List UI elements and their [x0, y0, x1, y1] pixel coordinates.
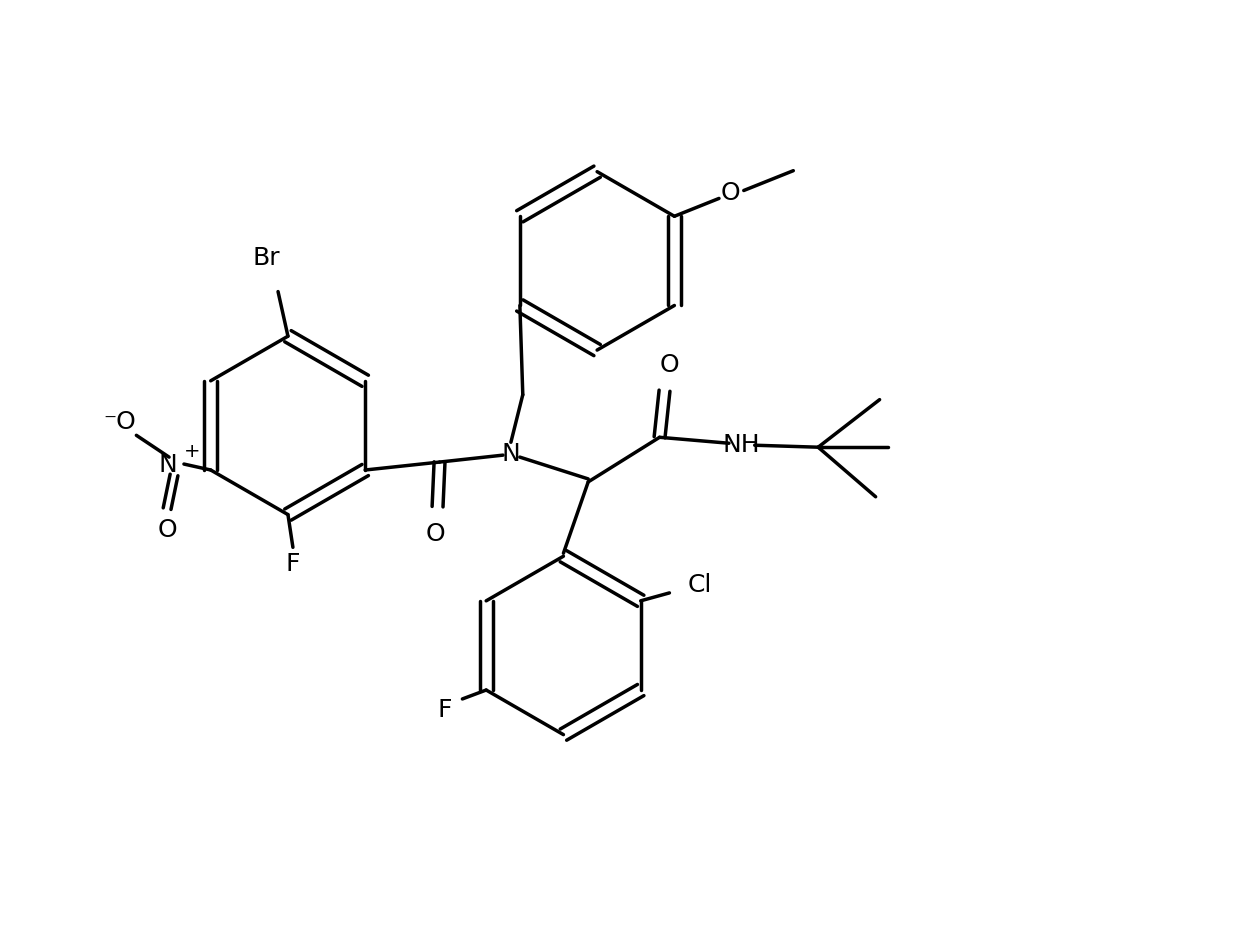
- Text: O: O: [425, 523, 445, 546]
- Text: NH: NH: [722, 433, 760, 457]
- Text: Br: Br: [252, 245, 281, 270]
- Text: N: N: [502, 442, 520, 466]
- Text: O: O: [660, 352, 680, 377]
- Text: O: O: [721, 181, 740, 206]
- Text: F: F: [438, 697, 452, 722]
- Text: N: N: [158, 453, 177, 477]
- Text: ⁻O: ⁻O: [103, 411, 136, 434]
- Text: Cl: Cl: [687, 573, 712, 597]
- Text: F: F: [286, 552, 300, 576]
- Text: +: +: [184, 442, 200, 461]
- Text: O: O: [157, 519, 177, 542]
